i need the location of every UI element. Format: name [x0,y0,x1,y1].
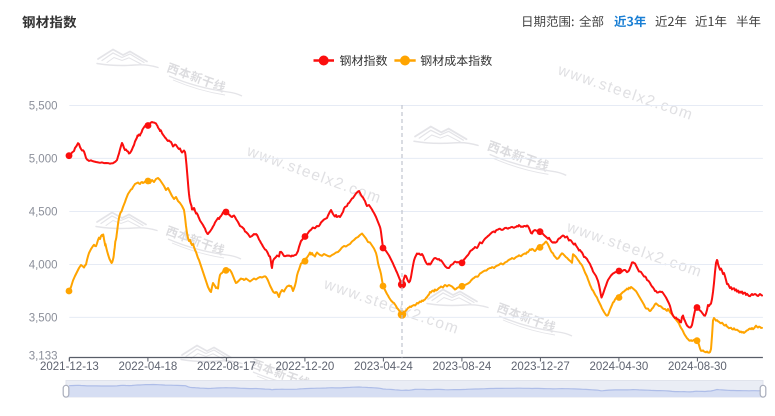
svg-text:2022-04-18: 2022-04-18 [118,361,177,373]
svg-text:5,000: 5,000 [29,153,58,165]
svg-text:4,500: 4,500 [29,207,58,219]
svg-text:2024-04-30: 2024-04-30 [589,361,648,373]
svg-text:2022-12-20: 2022-12-20 [275,361,334,373]
svg-text:4,000: 4,000 [29,260,58,272]
svg-text:2022-08-17: 2022-08-17 [197,361,256,373]
svg-text:3,133: 3,133 [29,351,58,363]
svg-text:2024-08-30: 2024-08-30 [668,361,727,373]
svg-text:3,500: 3,500 [29,312,58,324]
svg-text:2023-08-24: 2023-08-24 [432,361,491,373]
svg-text:5,500: 5,500 [29,101,58,113]
svg-text:2023-12-27: 2023-12-27 [511,361,570,373]
svg-text:2023-04-24: 2023-04-24 [354,361,413,373]
svg-text:2021-12-13: 2021-12-13 [40,361,99,373]
